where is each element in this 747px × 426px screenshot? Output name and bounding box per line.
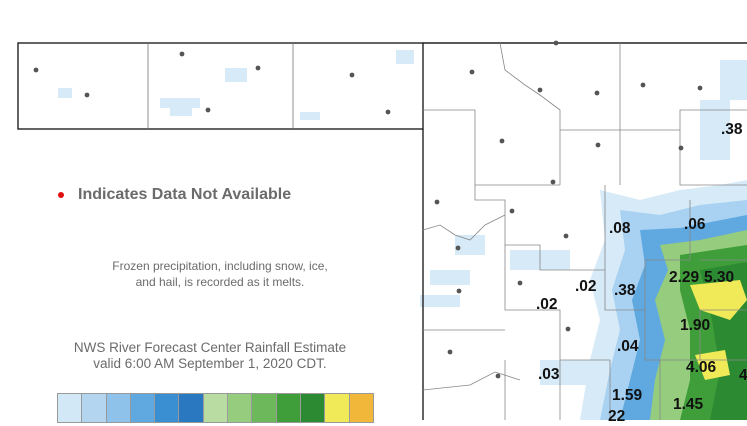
rain-value: 4	[739, 367, 747, 384]
estimate-line2: valid 6:00 AM September 1, 2020 CDT.	[93, 356, 327, 371]
rain-value: .02	[575, 278, 597, 295]
color-swatch	[105, 393, 131, 423]
rain-value: 1.45	[673, 396, 704, 413]
rain-value: 5.30	[704, 269, 735, 286]
color-swatch	[57, 393, 83, 423]
frozen-note: Frozen precipitation, including snow, ic…	[112, 259, 328, 289]
rain-value: .38	[614, 282, 636, 299]
color-swatch	[178, 393, 204, 423]
rain-value: .02	[536, 296, 558, 313]
color-swatch	[129, 393, 156, 423]
color-scale	[57, 393, 374, 423]
red-dot-icon	[58, 192, 64, 198]
na-label: Indicates Data Not Available	[78, 186, 292, 203]
color-swatch	[251, 393, 277, 423]
color-swatch	[202, 393, 229, 423]
color-swatch	[324, 393, 350, 423]
light-rain-panhandle	[58, 50, 414, 120]
rain-value: 1.90	[680, 317, 711, 334]
na-legend: Indicates Data Not Available	[58, 186, 291, 204]
rain-value: 4.06	[686, 359, 717, 376]
color-swatch	[348, 393, 374, 423]
rain-value: .03	[538, 366, 560, 383]
rain-value: .06	[684, 216, 706, 233]
estimate-line1: NWS River Forecast Center Rainfall Estim…	[73, 340, 347, 355]
rain-value: 2.29	[669, 269, 700, 286]
panhandle-box	[17, 42, 424, 130]
color-swatch	[154, 393, 180, 423]
color-swatch	[227, 393, 253, 423]
rain-value: 1.59	[612, 387, 643, 404]
color-swatch	[299, 393, 326, 423]
color-swatch	[81, 393, 107, 423]
rain-value: 22	[608, 408, 626, 425]
rain-value: .38	[721, 121, 743, 138]
station-dots	[33, 40, 703, 379]
color-swatch	[275, 393, 301, 423]
county-lines	[422, 42, 747, 420]
rain-value: .08	[609, 220, 631, 237]
estimate-note: NWS River Forecast Center Rainfall Estim…	[30, 340, 390, 372]
rain-value: .04	[617, 338, 639, 355]
